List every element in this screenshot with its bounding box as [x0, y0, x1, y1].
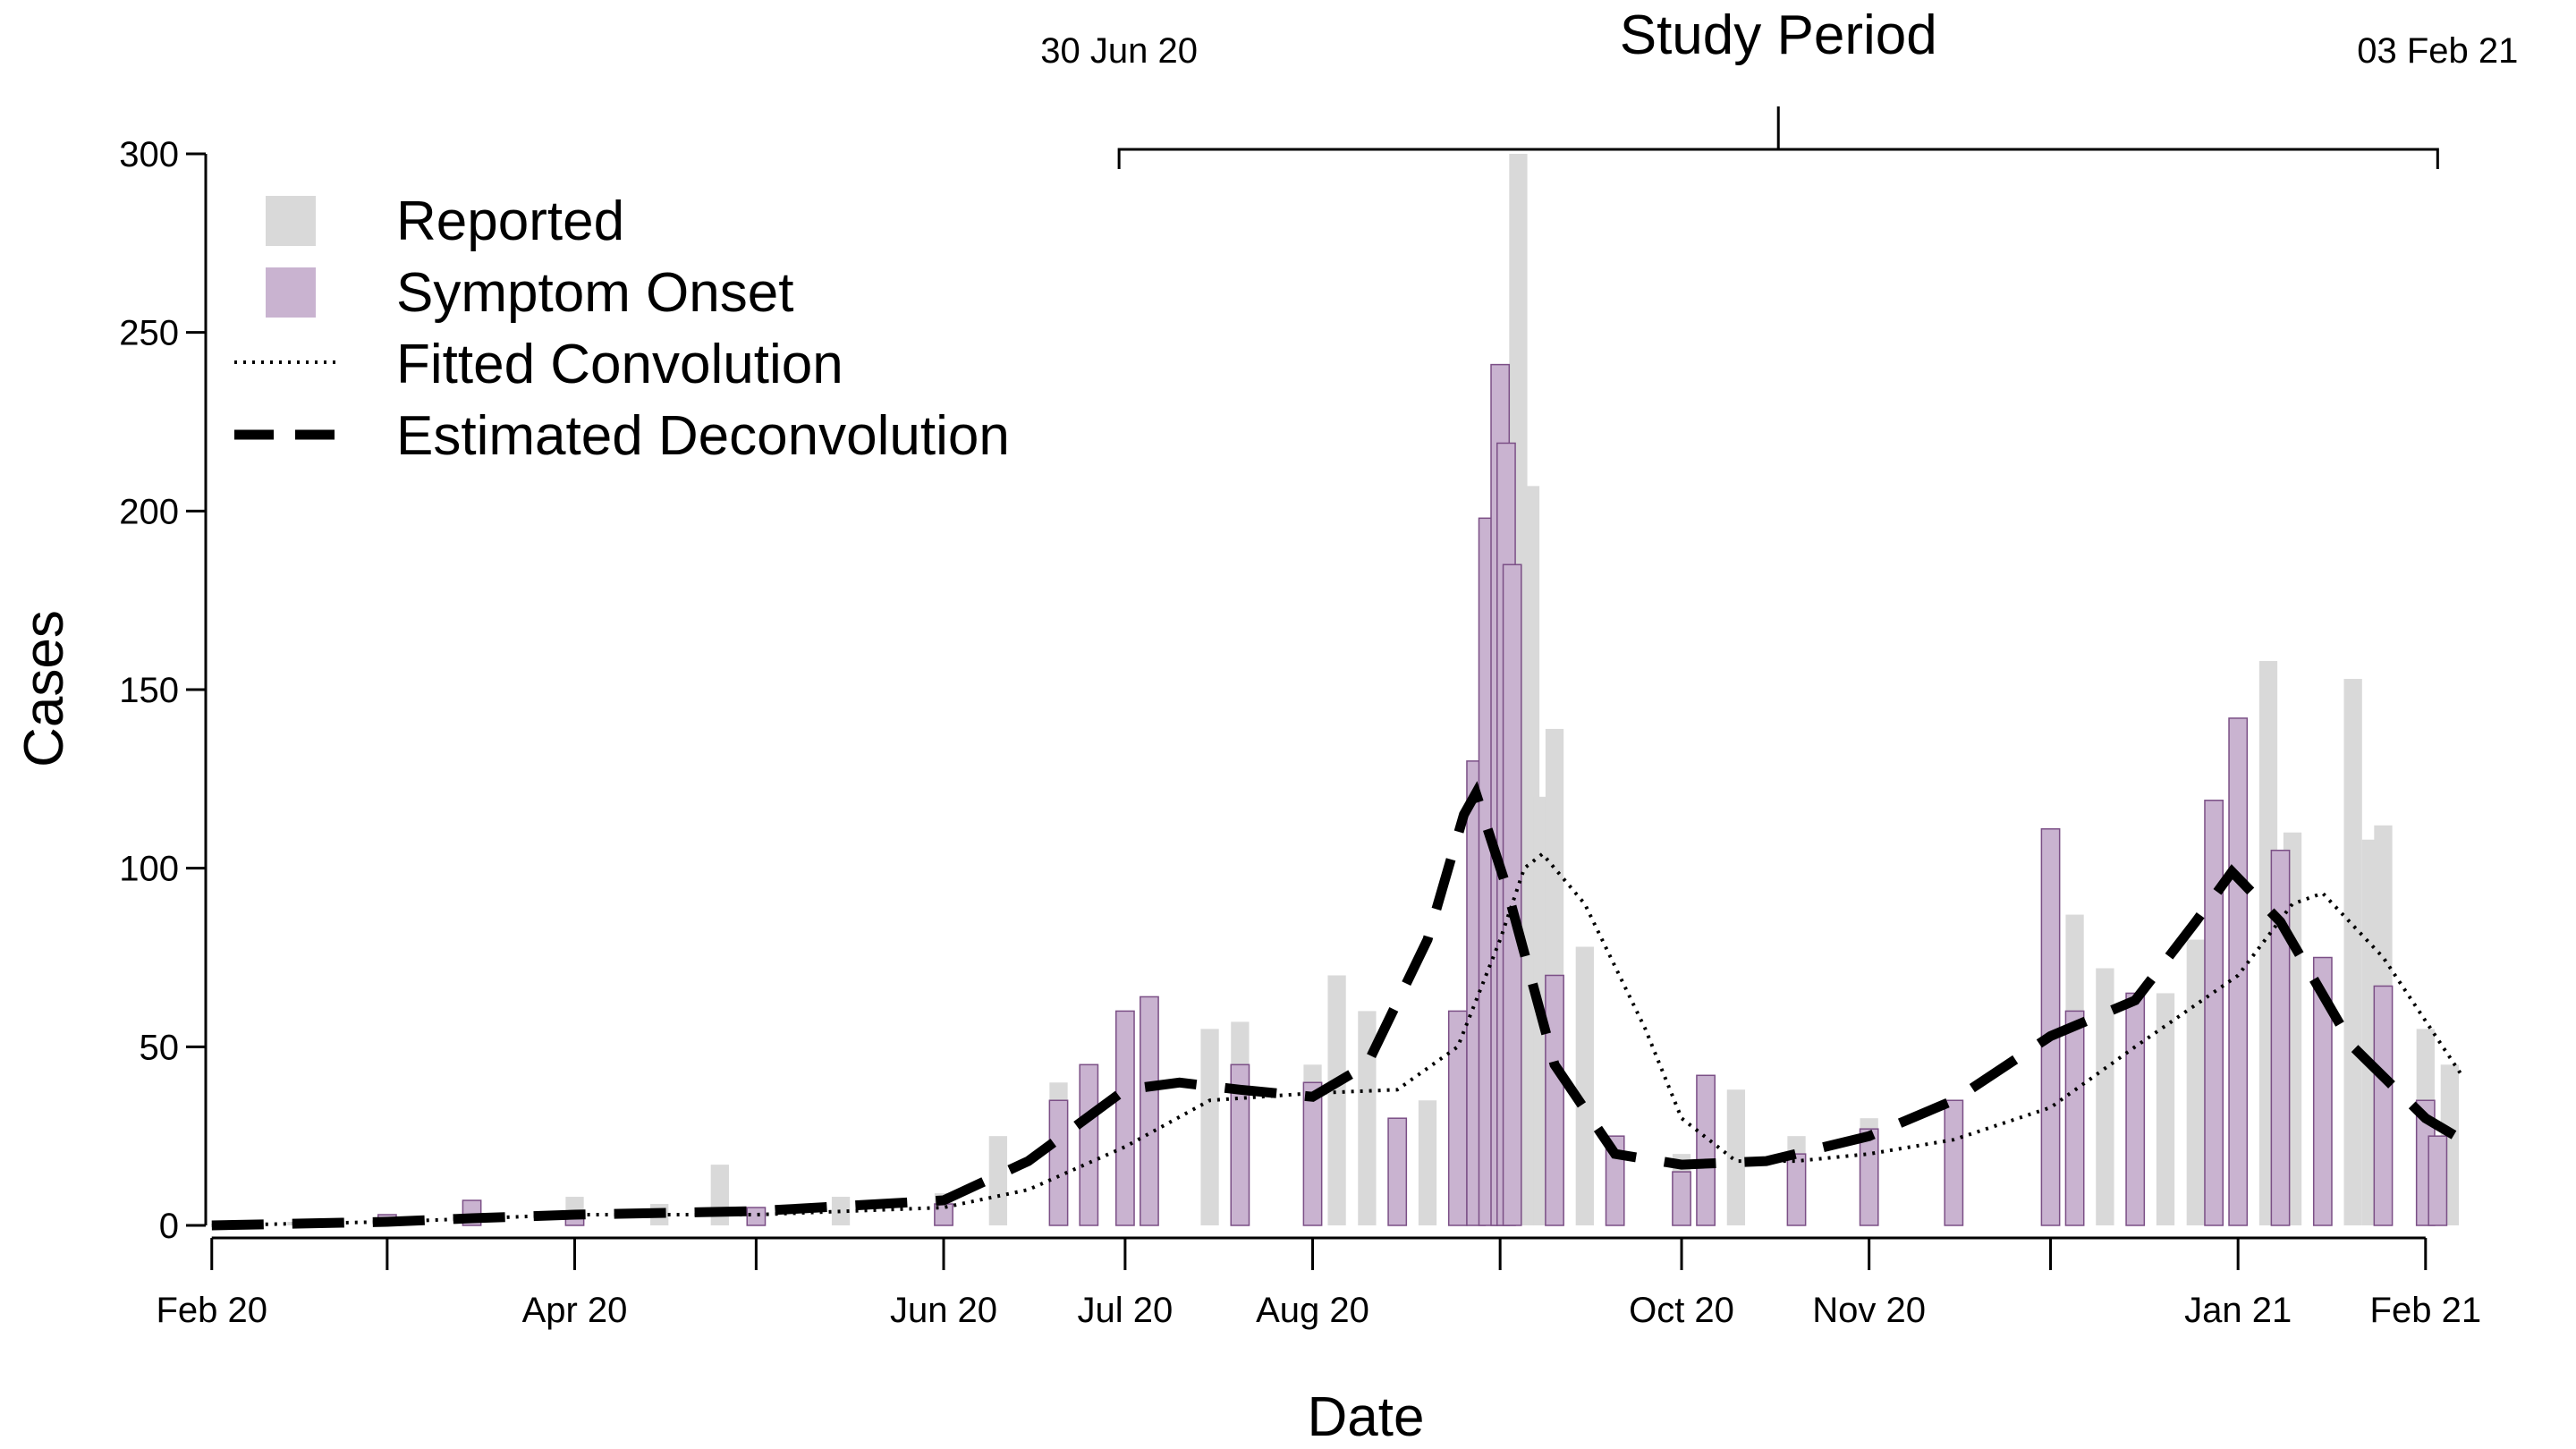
study-period-start-label: 30 Jun 20 — [1040, 31, 1198, 71]
reported-bar-16 — [1327, 975, 1346, 1225]
y-tick-label-50: 50 — [140, 1028, 180, 1067]
symptom-onset-bar-25 — [1944, 1099, 1964, 1226]
symptom-onset-bar-4 — [746, 1207, 767, 1226]
y-axis-title: Cases — [13, 610, 75, 767]
reported-bar-36 — [2186, 939, 2205, 1225]
x-tick-label-2: Apr 20 — [522, 1291, 628, 1330]
x-axis-title: Date — [1308, 1386, 1425, 1448]
legend-label-symptom-onset: Symptom Onset — [396, 262, 793, 324]
symptom-onset-bar-28 — [2125, 992, 2146, 1226]
symptom-onset-bar-18 — [1502, 564, 1522, 1226]
x-tick-label-12: Feb 21 — [2370, 1291, 2482, 1330]
study-period-end-label: 03 Feb 21 — [2357, 31, 2518, 71]
study-period-bracket-line — [1117, 106, 2439, 169]
reported-bar-10 — [988, 1136, 1008, 1225]
x-tick-label-11: Jan 21 — [2184, 1291, 2292, 1330]
study-period-title: Study Period — [1620, 4, 1937, 66]
reported-bar-28 — [1726, 1089, 1746, 1225]
y-tick-label-250: 250 — [119, 314, 179, 353]
symptom-onset-bar-23 — [1786, 1153, 1807, 1226]
symptom-onset-bar-26 — [2040, 827, 2061, 1226]
symptom-onset-bar-30 — [2228, 717, 2249, 1226]
x-tick-label-8: Oct 20 — [1629, 1291, 1734, 1330]
study-period-bracket: Study Period 30 Jun 20 03 Feb 21 — [1040, 4, 2518, 169]
y-axis: 0 50 100 150 200 250 300 — [119, 135, 208, 1246]
legend: Reported Symptom Onset Fitted Convolutio… — [234, 191, 1010, 467]
reported-bar-40 — [2343, 679, 2362, 1225]
reported-bar-18 — [1418, 1100, 1437, 1225]
x-tick-label-0: Feb 20 — [156, 1291, 267, 1330]
symptom-onset-bar-24 — [1859, 1128, 1879, 1226]
legend-swatch-reported — [266, 196, 316, 246]
symptom-onset-bar-11 — [1302, 1081, 1323, 1226]
reported-bar-35 — [2156, 993, 2175, 1225]
y-tick-label-100: 100 — [119, 850, 179, 889]
y-tick-label-300: 300 — [119, 135, 179, 174]
x-axis: Feb 20 Apr 20 Jun 20 Jul 20 Aug 20 Oct 20 Nov … — [156, 1236, 2482, 1330]
symptom-onset-bar-7 — [1079, 1063, 1099, 1226]
symptom-onset-bars — [377, 363, 2448, 1226]
symptom-onset-bar-22 — [1696, 1074, 1716, 1226]
symptom-onset-bar-33 — [2373, 985, 2394, 1226]
symptom-onset-bar-9 — [1140, 996, 1159, 1226]
symptom-onset-bar-27 — [2064, 1010, 2085, 1226]
y-tick-label-150: 150 — [119, 671, 179, 710]
fitted-convolution-line — [211, 851, 2464, 1227]
reported-bar-17 — [1358, 1011, 1377, 1225]
legend-label-estimated-deconvolution: Estimated Deconvolution — [396, 405, 1010, 467]
symptom-onset-bar-12 — [1387, 1117, 1408, 1226]
symptom-onset-bar-32 — [2312, 956, 2333, 1226]
symptom-onset-bar-29 — [2204, 800, 2224, 1226]
legend-label-reported: Reported — [396, 191, 624, 252]
y-tick-label-200: 200 — [119, 492, 179, 531]
x-tick-label-9: Nov 20 — [1812, 1291, 1926, 1330]
legend-label-fitted-convolution: Fitted Convolution — [396, 334, 843, 395]
symptom-onset-bar-19 — [1545, 974, 1564, 1226]
reported-bar-8 — [831, 1197, 851, 1225]
x-tick-label-6: Aug 20 — [1256, 1291, 1369, 1330]
symptom-onset-bar-6 — [1048, 1099, 1069, 1226]
symptom-onset-bar-10 — [1230, 1063, 1250, 1226]
legend-swatch-symptom-onset — [266, 267, 316, 318]
reported-bar-25 — [1575, 946, 1594, 1225]
x-tick-label-5: Jul 20 — [1078, 1291, 1174, 1330]
symptom-onset-bar-13 — [1447, 1010, 1468, 1226]
reported-bar-13 — [1200, 1029, 1219, 1225]
symptom-onset-bar-35 — [2428, 1135, 2448, 1226]
y-tick-label-0: 0 — [159, 1207, 179, 1246]
symptom-onset-bar-31 — [2270, 849, 2291, 1226]
symptom-onset-bar-8 — [1114, 1010, 1135, 1226]
x-tick-label-4: Jun 20 — [890, 1291, 997, 1330]
symptom-onset-bar-21 — [1672, 1171, 1691, 1226]
estimated-deconvolution-line — [211, 781, 2465, 1231]
reported-bar-34 — [2096, 968, 2114, 1225]
